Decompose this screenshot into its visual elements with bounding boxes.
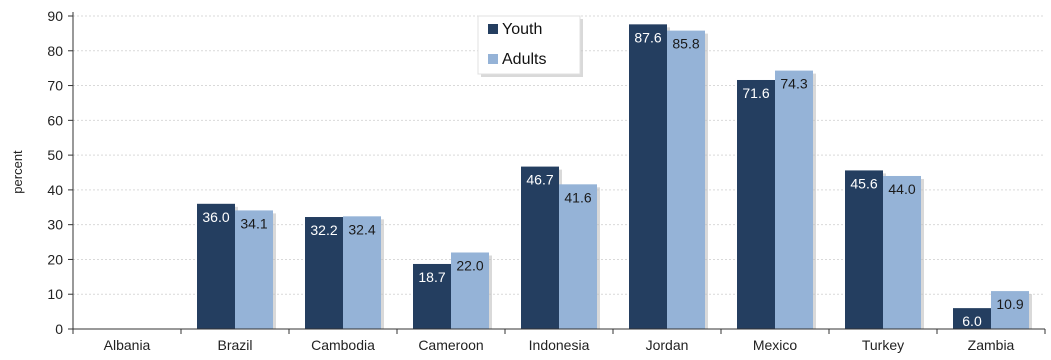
x-tick-label: Cameroon — [418, 337, 483, 353]
bar-adults — [343, 216, 381, 329]
bar-adults — [883, 175, 921, 329]
x-tick-label: Albania — [104, 337, 151, 353]
x-tick-label: Indonesia — [529, 337, 590, 353]
bar-youth — [197, 203, 235, 329]
y-tick-label: 90 — [47, 8, 63, 24]
data-label: 46.7 — [526, 172, 553, 188]
data-label: 10.9 — [996, 296, 1023, 312]
legend: Youth Adults — [477, 15, 583, 77]
data-label: 41.6 — [564, 189, 591, 205]
data-label: 45.6 — [850, 175, 877, 191]
x-tick-label: Brazil — [217, 337, 252, 353]
data-label: 74.3 — [780, 76, 807, 92]
y-tick-label: 0 — [55, 321, 63, 337]
bar-adults — [559, 184, 597, 329]
bars — [197, 24, 1029, 330]
y-tick-label: 70 — [47, 78, 63, 94]
bar-youth — [953, 308, 991, 329]
y-axis-label: percent — [10, 150, 25, 194]
bar-adults — [667, 30, 705, 330]
y-tick-label: 80 — [47, 43, 63, 59]
bar-youth — [737, 79, 775, 329]
bar-adults — [451, 252, 489, 329]
bar-youth — [305, 217, 343, 329]
data-label: 34.1 — [240, 215, 267, 231]
data-label: 36.0 — [202, 209, 229, 225]
data-label: 6.0 — [962, 313, 982, 329]
legend-swatch — [488, 54, 498, 64]
y-tick-label: 40 — [47, 182, 63, 198]
data-labels: 36.0 34.1 32.2 32.4 18.7 22.0 46.7 41.6 87.6 85.8… — [202, 29, 1023, 329]
data-label: 32.2 — [310, 222, 337, 238]
bar-youth — [413, 263, 451, 329]
y-tick-label: 10 — [47, 286, 63, 302]
legend-label: Adults — [502, 51, 546, 68]
data-label: 22.0 — [456, 257, 483, 273]
data-label: 71.6 — [742, 85, 769, 101]
x-tick-label: Jordan — [646, 337, 689, 353]
bar-youth — [845, 170, 883, 329]
x-tick-label: Zambia — [968, 337, 1015, 353]
axes: 0 10 20 30 40 50 60 70 80 90 Albania Brazil Cambodia… — [47, 8, 1046, 353]
data-label: 32.4 — [348, 221, 375, 237]
bar-adults — [775, 70, 813, 330]
y-tick-label: 50 — [47, 147, 63, 163]
x-tick-label: Turkey — [862, 337, 904, 353]
bar-youth — [629, 24, 667, 329]
bar-youth — [521, 166, 559, 329]
y-tick-label: 30 — [47, 217, 63, 233]
data-label: 87.6 — [634, 29, 661, 45]
legend-swatch — [488, 24, 498, 34]
legend-label: Youth — [502, 21, 542, 38]
data-label: 44.0 — [888, 181, 915, 197]
data-label: 18.7 — [418, 269, 445, 285]
data-label: 85.8 — [672, 36, 699, 52]
x-tick-label: Mexico — [753, 337, 798, 353]
y-tick-label: 60 — [47, 112, 63, 128]
bar-adults — [991, 291, 1029, 329]
x-tick-label: Cambodia — [311, 337, 375, 353]
bar-adults — [235, 210, 273, 329]
y-tick-label: 20 — [47, 251, 63, 267]
